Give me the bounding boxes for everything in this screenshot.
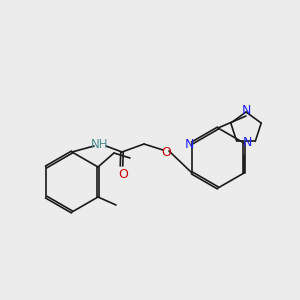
Text: NH: NH [91,137,109,151]
Text: O: O [161,146,171,158]
Text: O: O [118,169,128,182]
Text: N: N [184,137,194,151]
Text: N: N [242,136,252,148]
Text: N: N [241,104,251,118]
